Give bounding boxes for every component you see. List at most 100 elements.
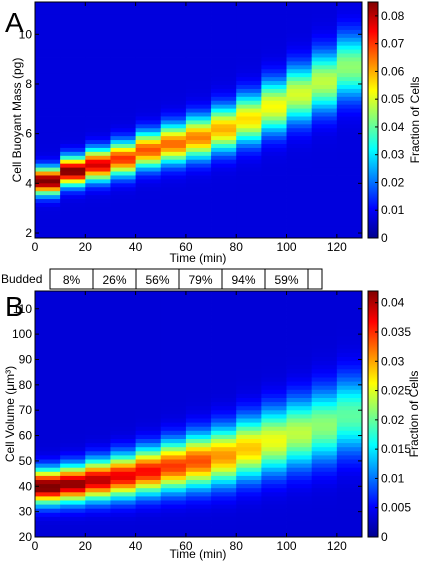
- heatmap-cell: [135, 198, 162, 203]
- heatmap-cell: [336, 516, 363, 521]
- heatmap-cell: [160, 76, 187, 82]
- heatmap-cell: [85, 92, 111, 97]
- heatmap-cell: [135, 504, 162, 509]
- heatmap-cell: [135, 323, 162, 329]
- heatmap-cell: [185, 9, 212, 15]
- heatmap-cell: [135, 186, 162, 192]
- heatmap-cell: [336, 467, 363, 472]
- heatmap-cell: [35, 455, 61, 460]
- heatmap-cell: [211, 159, 237, 164]
- heatmap-cell: [236, 190, 262, 196]
- heatmap-cell: [135, 57, 162, 62]
- heatmap-cell: [211, 186, 237, 192]
- heatmap-cell: [185, 80, 212, 85]
- heatmap-cell: [85, 116, 111, 121]
- heatmap-cell: [185, 500, 212, 505]
- heatmap-cell: [261, 120, 287, 125]
- heatmap-cell: [185, 467, 212, 472]
- heatmap-cell: [211, 299, 237, 304]
- heatmap-cell: [35, 112, 61, 117]
- heatmap-cell: [110, 88, 137, 93]
- heatmap-cell: [135, 21, 162, 26]
- heatmap-cell: [60, 459, 86, 464]
- heatmap-cell: [311, 475, 338, 480]
- heatmap-cell: [110, 120, 137, 125]
- heatmap-cell: [311, 194, 338, 200]
- heatmap-cell: [110, 116, 137, 121]
- heatmap-cell: [311, 291, 338, 296]
- budded-value: 26%: [102, 273, 126, 287]
- heatmap-cell: [311, 336, 338, 341]
- heatmap-cell: [160, 323, 187, 329]
- heatmap-cell: [261, 29, 287, 34]
- heatmap-cell: [185, 496, 212, 501]
- heatmap-cell: [261, 426, 287, 431]
- heatmap-cell: [35, 438, 61, 444]
- heatmap-cell: [311, 13, 338, 19]
- heatmap-cell: [85, 332, 111, 337]
- heatmap-cell: [286, 352, 313, 357]
- heatmap-cell: [286, 434, 313, 439]
- x-tick-label: 20: [79, 539, 93, 553]
- budded-value: 94%: [231, 273, 255, 287]
- heatmap-cell: [160, 37, 187, 42]
- heatmap-cell: [211, 80, 237, 85]
- heatmap-cell: [85, 127, 111, 133]
- heatmap-cell: [261, 455, 287, 460]
- heatmap-cell: [261, 206, 287, 211]
- heatmap-cell: [160, 175, 187, 180]
- heatmap-cell: [211, 5, 237, 11]
- heatmap-cell: [261, 385, 287, 390]
- heatmap-cell: [135, 524, 162, 530]
- heatmap-cell: [35, 80, 61, 85]
- heatmap-cell: [261, 182, 287, 188]
- heatmap-cell: [110, 315, 137, 321]
- heatmap-cell: [35, 377, 61, 382]
- heatmap-cell: [160, 348, 187, 353]
- heatmap-cell: [261, 61, 287, 66]
- heatmap-cell: [135, 491, 162, 497]
- heatmap-cell: [160, 57, 187, 62]
- heatmap-cell: [311, 37, 338, 42]
- heatmap-cell: [236, 426, 262, 431]
- heatmap-cell: [110, 438, 137, 444]
- heatmap-cell: [185, 475, 212, 480]
- heatmap-cell: [236, 202, 262, 207]
- heatmap-cell: [236, 68, 262, 74]
- heatmap-cell: [160, 202, 187, 207]
- heatmap-cell: [135, 446, 162, 452]
- heatmap-cell: [135, 135, 162, 141]
- heatmap-cell: [110, 385, 137, 390]
- heatmap-cell: [85, 418, 111, 423]
- heatmap-cell: [160, 516, 187, 521]
- heatmap-cell: [336, 80, 363, 85]
- heatmap-cell: [110, 13, 137, 19]
- heatmap-cell: [236, 491, 262, 497]
- heatmap-cell: [135, 311, 162, 316]
- heatmap-cell: [336, 426, 363, 431]
- heatmap-cell: [185, 13, 212, 19]
- heatmap-cell: [236, 524, 262, 530]
- heatmap-cell: [336, 520, 363, 526]
- heatmap-cell: [336, 163, 363, 168]
- heatmap-cell: [160, 418, 187, 423]
- heatmap-cell: [211, 131, 237, 137]
- heatmap-cell: [236, 528, 262, 534]
- heatmap-cell: [85, 100, 111, 105]
- heatmap-cell: [236, 25, 262, 30]
- heatmap-cell: [261, 190, 287, 196]
- heatmap-cell: [211, 218, 237, 223]
- heatmap-cell: [211, 68, 237, 74]
- heatmap-cell: [336, 438, 363, 444]
- heatmap-cell: [185, 143, 212, 148]
- heatmap-cell: [261, 504, 287, 509]
- heatmap-cell: [185, 41, 212, 46]
- heatmap-cell: [236, 295, 262, 300]
- heatmap-cell: [236, 414, 262, 419]
- heatmap-cell: [336, 315, 363, 321]
- heatmap-cell: [261, 194, 287, 200]
- heatmap-cell: [261, 459, 287, 464]
- heatmap-cell: [35, 2, 61, 7]
- heatmap-cell: [60, 88, 86, 93]
- heatmap-cell: [60, 344, 86, 349]
